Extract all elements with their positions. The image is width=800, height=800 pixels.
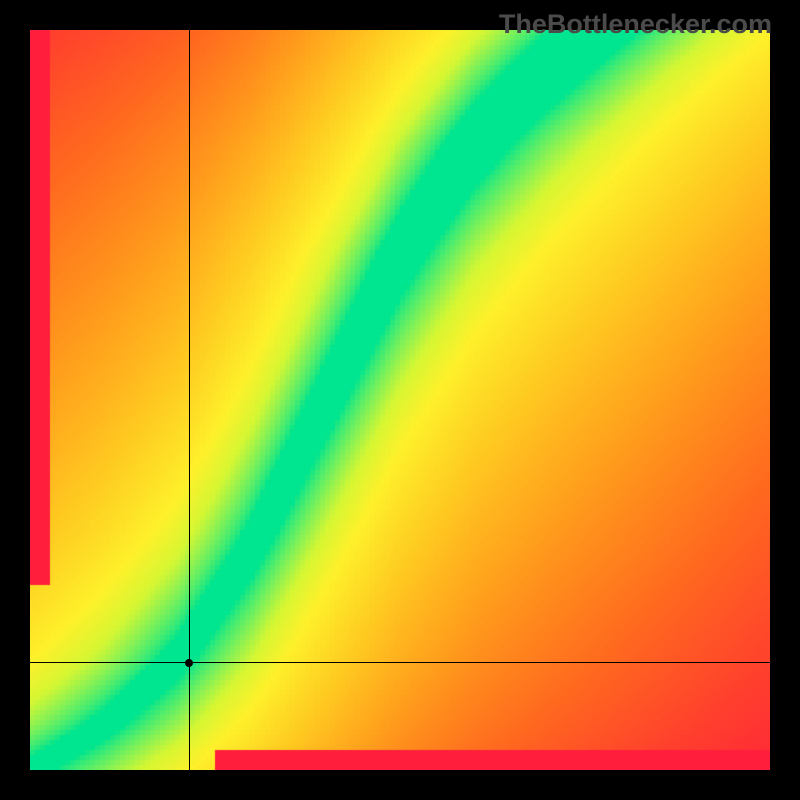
watermark-text: TheBottlenecker.com — [499, 9, 772, 40]
crosshair-horizontal-line — [30, 662, 770, 663]
chart-container: { "watermark": { "text": "TheBottlenecke… — [0, 0, 800, 800]
bottleneck-heatmap — [30, 30, 770, 770]
crosshair-marker-dot — [185, 659, 193, 667]
